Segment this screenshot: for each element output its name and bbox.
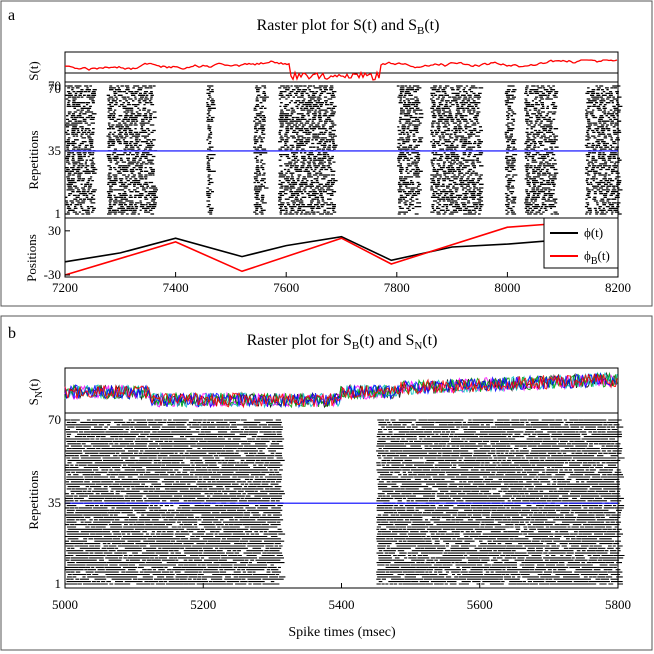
legend-phiB-label: ϕB(t) — [584, 248, 610, 267]
panel-a-letter: a — [8, 7, 15, 24]
panel-a-frame — [0, 0, 653, 307]
x-tick-label-a-7200: 7200 — [52, 280, 78, 295]
x-tick-label-a-7600: 7600 — [273, 280, 299, 295]
y-tick-label-a-35: 35 — [48, 143, 61, 158]
pos-tick-label-a--30: -30 — [44, 267, 61, 282]
panel-b-xlabel: Spike times (msec) — [288, 625, 396, 640]
x-tick-label-b-5200: 5200 — [190, 597, 216, 612]
series-phi-line — [64, 235, 619, 263]
x-tick-label-b-5800: 5800 — [605, 597, 631, 612]
panel-a-positions-ylabel: Positions — [24, 234, 39, 282]
s-trace-line — [64, 59, 618, 81]
panel-a-positions — [64, 222, 619, 276]
panel-b-title: Raster plot for SB(t) and SN(t) — [247, 332, 438, 352]
sn-trace-3 — [64, 371, 618, 409]
panel-b-letter: b — [8, 325, 16, 342]
panel-a-raster — [65, 85, 623, 215]
legend-phi-label: ϕ(t) — [584, 225, 603, 240]
x-tick-label-b-5600: 5600 — [467, 597, 493, 612]
panel-a-s-trace — [64, 59, 618, 81]
y-tick-label-a-70: 70 — [48, 78, 61, 93]
x-tick-label-a-8200: 8200 — [605, 280, 631, 295]
legend-box — [543, 217, 619, 269]
x-tick-label-b-5000: 5000 — [52, 597, 78, 612]
y-tick-label-b-70: 70 — [48, 412, 61, 427]
panel-b-frame — [0, 315, 653, 651]
panel-b-ticks: 5000 5200 5400 5600 5800 1 35 70 — [48, 412, 631, 612]
panel-b-raster-ylabel: Repetitions — [26, 470, 41, 529]
top-reference-label-a: 70 — [48, 81, 61, 96]
panel-b-top-ylabel: SN(t) — [26, 379, 45, 406]
pos-tick-label-a-30: 30 — [48, 223, 61, 238]
sn-trace-5 — [64, 373, 618, 409]
y-tick-label-b-35: 35 — [48, 495, 61, 510]
x-tick-label-b-5400: 5400 — [329, 597, 355, 612]
series-phi_B-line — [64, 222, 558, 276]
panel-a-plot-frame — [64, 51, 619, 278]
panel-b-raster — [65, 419, 625, 585]
y-tick-label-b-1: 1 — [55, 576, 62, 591]
y-tick-label-a-1: 1 — [55, 206, 62, 221]
x-tick-label-a-7800: 7800 — [384, 280, 410, 295]
x-tick-label-a-8000: 8000 — [494, 280, 520, 295]
panel-a-title: Raster plot for S(t) and SB(t) — [257, 17, 440, 37]
panel-a-legend: ϕ(t) ϕB(t) — [543, 217, 619, 269]
panel-a-raster-ylabel: Repetitions — [26, 130, 41, 189]
panel-b-sn-traces — [64, 371, 618, 409]
x-tick-label-a-7400: 7400 — [163, 280, 189, 295]
panel-a-top-ylabel: S(t) — [26, 61, 41, 81]
